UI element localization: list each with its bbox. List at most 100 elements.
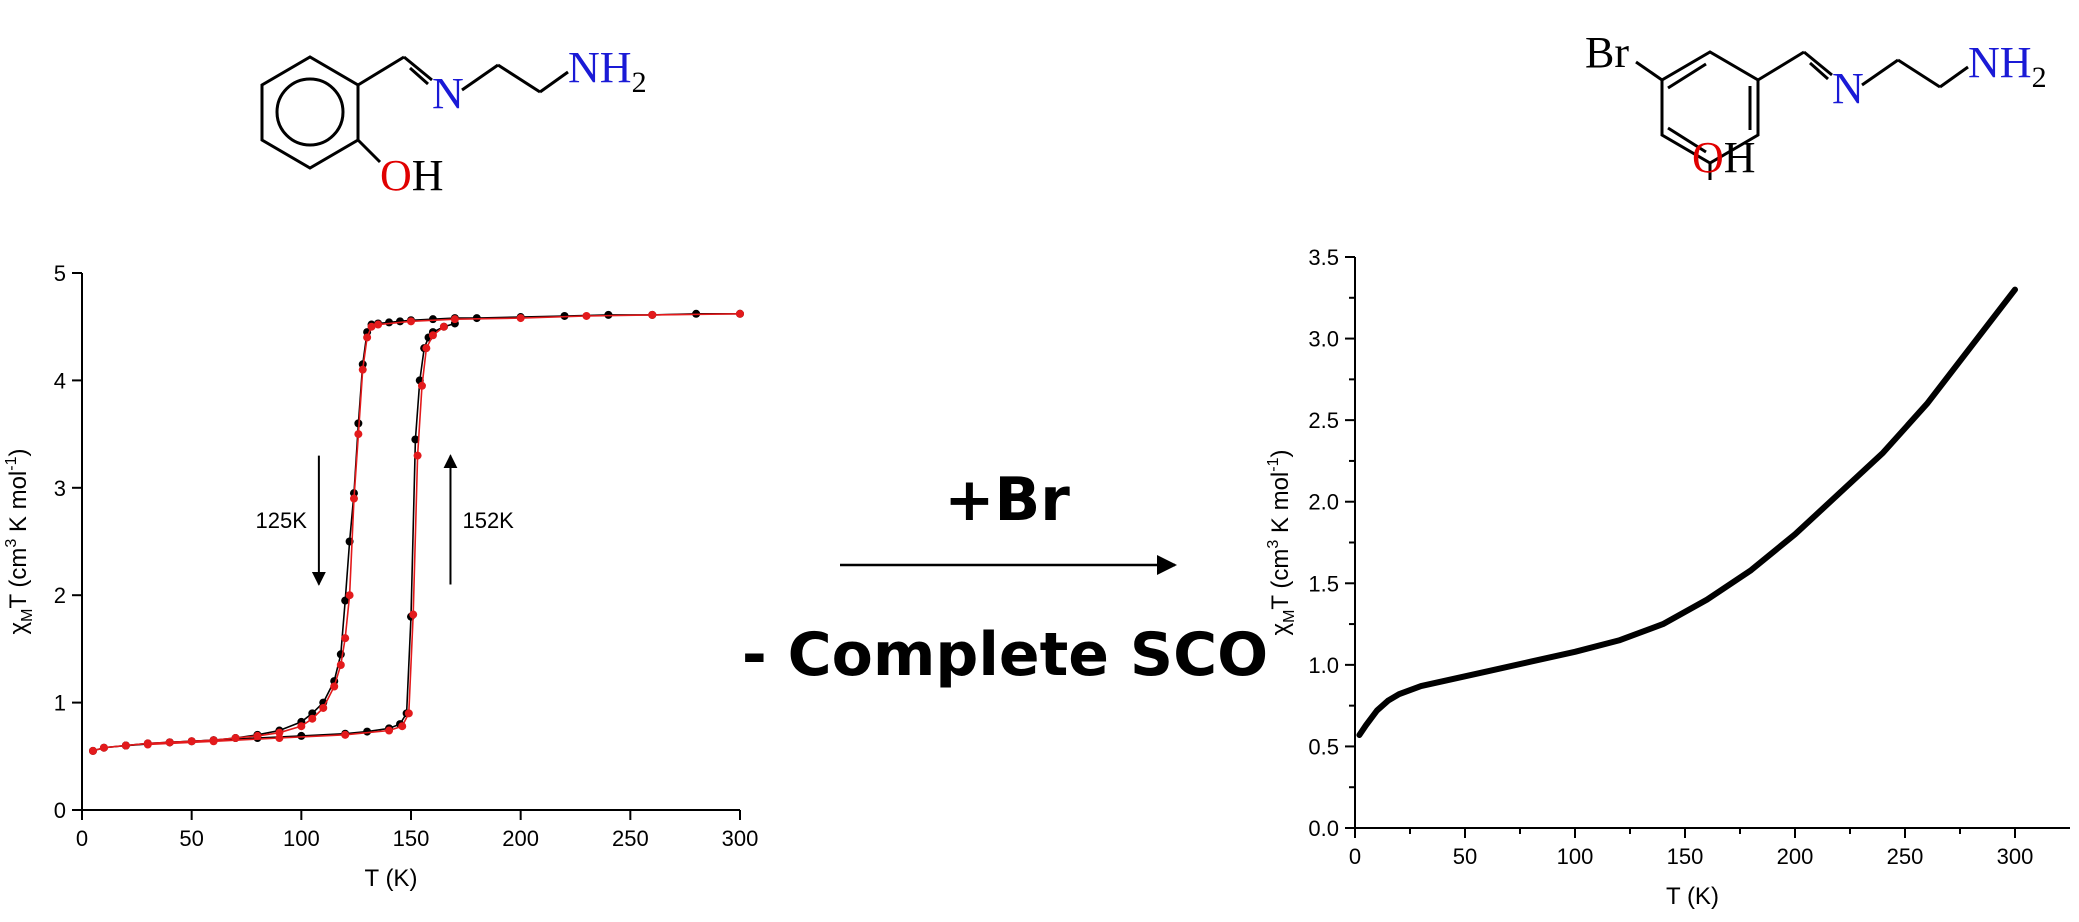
data-point	[409, 610, 418, 619]
data-point	[385, 318, 394, 327]
data-point	[374, 320, 383, 329]
y-axis-label-part: K mol	[1267, 472, 1294, 540]
bond-br-right	[1635, 60, 1663, 82]
bond-c-oh-left	[356, 138, 382, 164]
data-point	[1440, 678, 1446, 684]
y-tick-label: 2.0	[1308, 490, 1339, 515]
data-point	[275, 734, 284, 743]
data-point	[121, 741, 130, 750]
data-point	[345, 591, 354, 600]
annotation-label: 125K	[255, 508, 307, 533]
data-point	[363, 333, 372, 342]
bond-imine-right	[1803, 50, 1833, 77]
result-label: - Complete SCO	[742, 620, 1268, 690]
y-axis-label-part: -1	[3, 456, 20, 470]
y-axis-label-part: 3	[1265, 540, 1282, 549]
data-point	[358, 365, 367, 374]
data-point	[99, 743, 108, 752]
data-point	[1616, 637, 1622, 643]
y-tick-label: 2.5	[1308, 408, 1339, 433]
x-tick-label: 50	[179, 826, 203, 851]
bond-ch-right	[1757, 50, 1805, 82]
hydroxyl-left: OH	[380, 151, 444, 200]
data-point	[367, 322, 376, 331]
data-point	[428, 315, 437, 324]
x-tick-label: 0	[1349, 844, 1361, 869]
data-point	[385, 726, 394, 735]
data-point	[422, 344, 431, 353]
y-tick-label: 0.0	[1308, 816, 1339, 841]
bond-n-c-right	[1861, 58, 1899, 87]
data-point	[439, 322, 448, 331]
y-axis-label-part: M	[19, 609, 36, 622]
data-point	[1792, 531, 1798, 537]
data-point	[411, 435, 420, 444]
x-tick-label: 150	[393, 826, 430, 851]
data-point	[1880, 450, 1886, 456]
data-point	[336, 661, 345, 670]
data-point	[1528, 658, 1534, 665]
data-point	[516, 314, 525, 323]
ring-double-3	[1667, 62, 1707, 90]
data-point	[1924, 401, 1930, 407]
data-point	[1748, 567, 1754, 573]
data-point	[330, 682, 339, 691]
data-point	[1385, 698, 1391, 704]
molecule-right: Br N NH2 OH	[1585, 28, 2047, 182]
y-axis-label: χMT (cm3 K mol-1)	[1265, 450, 1298, 636]
data-point	[354, 430, 363, 439]
series-line	[147, 326, 445, 746]
x-axis-label: T (K)	[1666, 883, 1719, 910]
bond-c-c-left	[497, 63, 541, 94]
x-tick-label: 300	[722, 826, 759, 851]
data-point	[341, 634, 350, 643]
y-axis-label-part: )	[5, 449, 32, 457]
x-tick-label: 200	[1777, 844, 1814, 869]
bond-imine-left	[403, 55, 433, 82]
y-tick-label: 3	[54, 476, 66, 501]
reaction-arrow-group: +Br - Complete SCO	[742, 465, 1268, 690]
data-point	[398, 722, 407, 731]
data-point	[1704, 597, 1710, 603]
data-point	[341, 596, 350, 605]
y-tick-label: 0.5	[1308, 734, 1339, 759]
aromatic-circle-left	[275, 77, 345, 147]
y-axis-label-part: )	[1267, 450, 1294, 458]
annotation-label: 152K	[462, 508, 514, 533]
x-tick-label: 150	[1667, 844, 1704, 869]
data-point	[165, 738, 174, 747]
series-line	[125, 322, 456, 747]
x-tick-label: 50	[1453, 844, 1477, 869]
data-point	[582, 311, 591, 320]
data-point	[450, 315, 459, 324]
bond-ch-left	[357, 55, 405, 87]
data-point	[1356, 732, 1362, 738]
data-point	[1836, 490, 1842, 497]
x-tick-label: 300	[1997, 844, 2034, 869]
y-axis-label-part: M	[1281, 610, 1298, 623]
data-point	[648, 310, 657, 319]
data-point	[1660, 621, 1666, 627]
x-axis-label: T (K)	[365, 865, 418, 892]
bond-c-nh2-right	[1939, 65, 1969, 89]
data-point	[1374, 707, 1380, 714]
bond-c-nh2-left	[539, 70, 569, 94]
bond-imine-double-left	[409, 66, 429, 86]
ring-double-2	[1667, 126, 1707, 154]
y-tick-label: 0	[54, 798, 66, 823]
y-tick-label: 3.5	[1308, 245, 1339, 270]
bromine-label: Br	[1585, 28, 1629, 77]
data-point	[413, 451, 422, 460]
y-axis-label: χMT (cm3 K mol-1)	[3, 449, 36, 635]
imine-n-left: N	[432, 69, 464, 118]
x-tick-label: 100	[283, 826, 320, 851]
y-tick-label: 2	[54, 583, 66, 608]
bond-c-c-right	[1897, 58, 1941, 89]
data-point	[143, 740, 152, 749]
data-point	[1363, 722, 1369, 728]
x-tick-label: 0	[76, 826, 88, 851]
data-point	[1572, 649, 1578, 655]
y-tick-label: 1.5	[1308, 571, 1339, 596]
